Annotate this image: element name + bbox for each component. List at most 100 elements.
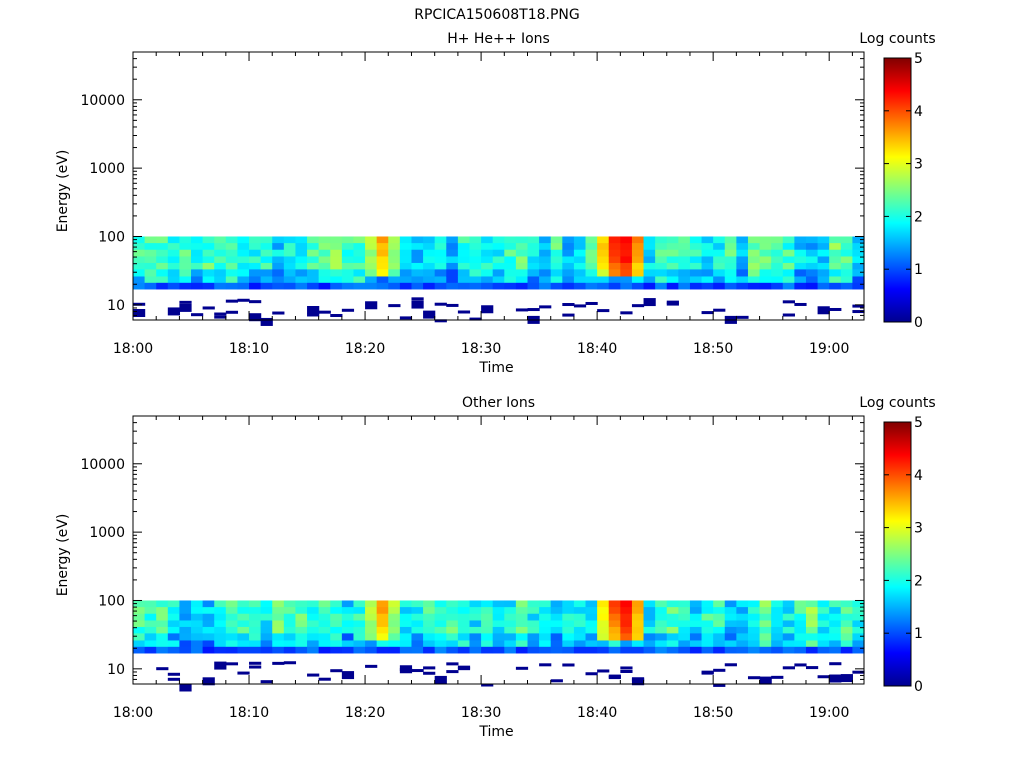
- spectrogram-cell: [504, 243, 517, 251]
- spectrogram-cell: [573, 276, 587, 284]
- spectrogram-cell: [423, 282, 436, 290]
- spectrogram-cell: [643, 256, 656, 264]
- spectrogram-cell: [423, 671, 436, 675]
- spectrogram-cell: [550, 626, 563, 634]
- spectrogram-cell: [330, 613, 343, 621]
- spectrogram-cell: [713, 262, 726, 270]
- spectrogram-cell: [829, 607, 842, 615]
- spectrogram-cell: [237, 613, 250, 621]
- colorbar-tick-label: 5: [914, 51, 923, 67]
- y-tick-label: 1000: [89, 525, 125, 541]
- spectrogram-cells: [133, 600, 865, 692]
- spectrogram-cell: [666, 256, 679, 264]
- spectrogram-cell: [840, 607, 853, 615]
- spectrogram-cell: [643, 298, 656, 307]
- spectrogram-cell: [689, 262, 703, 270]
- spectrogram-cell: [469, 317, 482, 321]
- spectrogram-cell: [318, 269, 331, 277]
- spectrogram-cell: [156, 256, 169, 264]
- spectrogram-cell: [585, 243, 598, 251]
- spectrogram-cell: [481, 243, 494, 251]
- spectrogram-cell: [167, 600, 181, 608]
- spectrogram-cell: [260, 680, 273, 684]
- spectrogram-cell: [852, 243, 865, 251]
- x-tick-label: 18:00: [113, 705, 153, 721]
- spectrogram-cell: [318, 243, 331, 251]
- spectrogram-cell: [620, 640, 633, 648]
- spectrogram-cell: [318, 613, 331, 621]
- x-tick-label: 18:30: [461, 341, 501, 357]
- spectrogram-cell: [829, 276, 842, 284]
- spectrogram-cell: [515, 640, 529, 648]
- spectrogram-cell: [655, 633, 668, 641]
- spectrogram-cell: [562, 282, 575, 290]
- spectrogram-cell: [539, 262, 552, 270]
- spectrogram-cell: [840, 620, 853, 628]
- spectrogram-cell: [144, 613, 157, 621]
- spectrogram-cell: [620, 626, 633, 634]
- spectrogram-cell: [852, 633, 865, 641]
- spectrogram-cell: [504, 262, 517, 270]
- spectrogram-cell: [585, 301, 598, 305]
- spectrogram-cell: [597, 640, 610, 648]
- spectrogram-cell: [805, 607, 819, 615]
- spectrogram-cell: [620, 262, 633, 270]
- spectrogram-cell: [376, 236, 389, 244]
- spectrogram-cell: [330, 249, 343, 257]
- spectrogram-cell: [724, 633, 737, 641]
- spectrogram-cell: [701, 236, 714, 244]
- spectrogram-cell: [678, 236, 691, 244]
- spectrogram-cell: [573, 236, 587, 244]
- spectrogram-cell: [782, 666, 795, 670]
- spectrogram-cell: [666, 607, 679, 615]
- spectrogram-cell: [179, 256, 192, 264]
- spectrogram-cell: [365, 664, 378, 668]
- spectrogram-cell: [817, 646, 830, 654]
- spectrogram-cell: [736, 236, 749, 244]
- spectrogram-cell: [272, 256, 285, 264]
- spectrogram-cell: [492, 600, 505, 608]
- spectrogram-cell: [562, 313, 575, 317]
- spectrogram-cell: [376, 626, 389, 634]
- spectrogram-cell: [446, 282, 459, 290]
- spectrogram-cell: [840, 243, 853, 251]
- spectrogram-cell: [643, 282, 656, 290]
- spectrogram-cell: [202, 282, 215, 290]
- spectrogram-cell: [202, 640, 215, 648]
- spectrogram-cell: [353, 256, 366, 264]
- spectrogram-cell: [550, 276, 563, 284]
- spectrogram-cell: [829, 269, 842, 277]
- spectrogram-cell: [318, 249, 331, 257]
- spectrogram-cell: [666, 300, 679, 304]
- spectrogram-cell: [805, 262, 819, 270]
- spectrogram-cell: [515, 236, 529, 244]
- spectrogram-cell: [434, 626, 447, 634]
- spectrogram-cell: [341, 646, 355, 654]
- spectrogram-cell: [341, 243, 355, 251]
- spectrogram-cell: [179, 269, 192, 277]
- spectrogram-cell: [713, 668, 726, 672]
- spectrogram-cell: [562, 607, 575, 615]
- spectrogram-cell: [527, 249, 540, 257]
- spectrogram-cell: [202, 249, 215, 257]
- spectrogram-cell: [840, 282, 853, 290]
- spectrogram-cell: [283, 640, 297, 648]
- spectrogram-cell: [829, 307, 842, 311]
- spectrogram-cell: [191, 262, 204, 270]
- spectrogram-cell: [689, 626, 703, 634]
- spectrogram-cell: [620, 269, 633, 277]
- spectrogram-cell: [423, 613, 436, 621]
- spectrogram-cell: [689, 269, 703, 277]
- spectrogram-cell: [527, 269, 540, 277]
- spectrogram-cell: [527, 620, 540, 628]
- spectrogram-cell: [782, 256, 795, 264]
- spectrogram-cell: [225, 626, 239, 634]
- colorbar-tick-label: 5: [914, 415, 923, 431]
- spectrogram-cell: [469, 262, 482, 270]
- spectrogram-cell: [539, 640, 552, 648]
- spectrogram-cell: [782, 633, 795, 641]
- spectrogram-cell: [330, 640, 343, 648]
- spectrogram-cell: [191, 313, 204, 317]
- spectrogram-cell: [446, 620, 459, 628]
- spectrogram-cell: [666, 282, 679, 290]
